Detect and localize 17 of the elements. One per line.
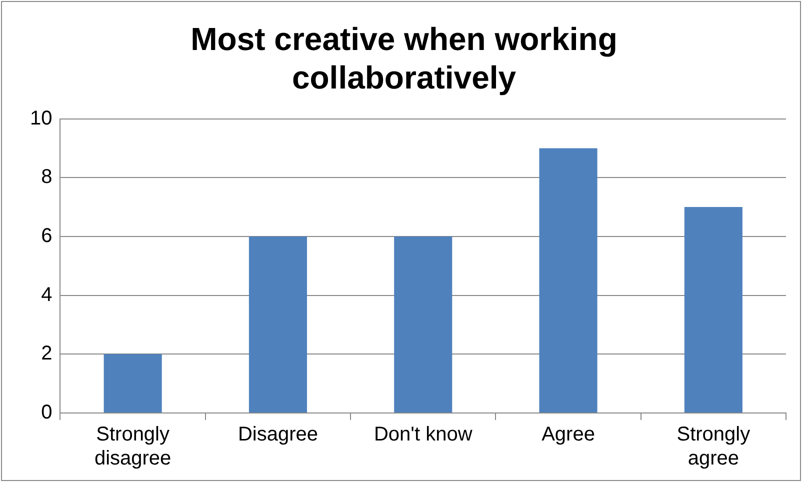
bar	[539, 148, 598, 412]
y-tick-label: 6	[41, 224, 52, 247]
y-tick-label: 0	[41, 402, 52, 424]
chart-title: Most creative when working collaboratively	[190, 21, 618, 96]
bar	[394, 236, 452, 412]
y-tick-label: 4	[41, 284, 52, 306]
y-tick-label: 10	[30, 107, 52, 130]
bar	[684, 207, 742, 412]
bar	[248, 236, 308, 412]
x-tick-label: Strongly disagree	[94, 424, 172, 470]
y-tick-label: 2	[41, 342, 52, 365]
x-tick-label: Don't know	[374, 424, 473, 446]
bar	[104, 354, 162, 412]
y-tick-label: 8	[41, 166, 52, 188]
x-tick-label: Agree	[542, 424, 595, 446]
x-tick-label: Strongly agree	[676, 424, 750, 470]
x-tick-label: Disagree	[238, 424, 318, 446]
